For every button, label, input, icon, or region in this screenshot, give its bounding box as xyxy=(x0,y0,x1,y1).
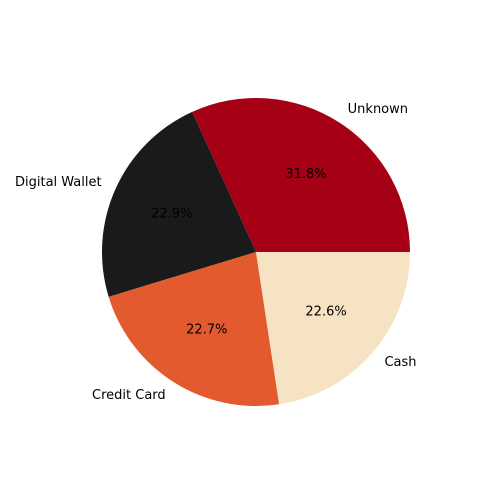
slice-label-digital-wallet: Digital Wallet xyxy=(15,175,102,190)
pie-slice-cash xyxy=(256,252,410,405)
pct-label-credit-card: 22.7% xyxy=(186,323,227,338)
pie-slice-unknown xyxy=(192,98,410,253)
slice-label-cash: Cash xyxy=(384,355,416,370)
slice-label-credit-card: Credit Card xyxy=(92,388,166,403)
pct-label-digital-wallet: 22.9% xyxy=(151,206,192,221)
pie-slice-digital-wallet xyxy=(102,111,256,297)
pie-slices xyxy=(102,98,410,407)
pct-label-cash: 22.6% xyxy=(305,305,346,320)
pct-label-unknown: 31.8% xyxy=(285,167,326,182)
slice-label-unknown: Unknown xyxy=(348,102,408,117)
pie-slice-credit-card xyxy=(108,252,280,407)
pie-labels: Unknown 31.8% Digital Wallet 22.9% Credit Ca… xyxy=(15,102,417,403)
